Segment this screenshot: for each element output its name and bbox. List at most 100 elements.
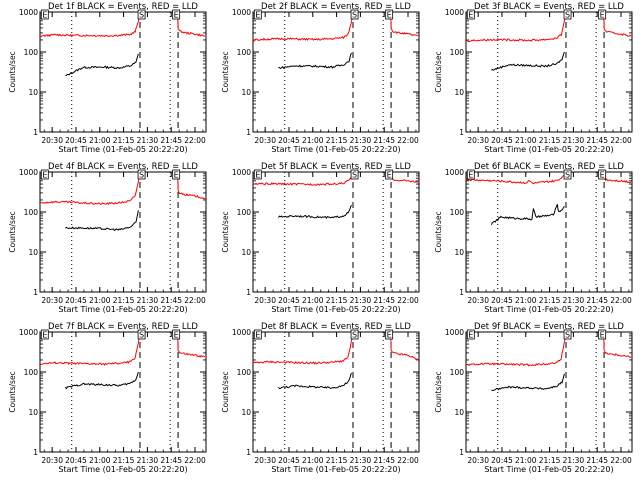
- y-tick-label: 1: [33, 288, 38, 297]
- x-tick-label: 22:00: [610, 296, 632, 305]
- x-tick-label: 21:30: [350, 136, 372, 145]
- detector-panel-9: Det 9f BLACK = Events, RED = LLD 1 10 100 10…: [426, 320, 639, 480]
- x-tick-label: 20:30: [41, 456, 63, 465]
- marker-box: [137, 169, 146, 180]
- x-tick-label: 21:45: [373, 136, 395, 145]
- detector-panel-5: Det 5f BLACK = Events, RED = LLD 1 10 100 10…: [213, 160, 426, 320]
- x-tick-label: 21:45: [373, 456, 395, 465]
- marker-label: E: [387, 171, 392, 180]
- y-tick-label: 10: [28, 88, 38, 97]
- marker-label: E: [600, 11, 605, 20]
- y-tick-label: 1: [246, 128, 251, 137]
- marker-label: E: [255, 11, 260, 20]
- x-tick-label: 21:45: [160, 456, 182, 465]
- x-tick-label: 21:00: [515, 136, 537, 145]
- marker-box: [172, 169, 181, 180]
- y-tick-label: 100: [24, 368, 39, 377]
- y-axis-label: Counts/sec: [221, 211, 230, 252]
- lightcurve-chart: Det 4f BLACK = Events, RED = LLD 1 10 100 10…: [8, 162, 207, 314]
- lightcurve-chart: Det 2f BLACK = Events, RED = LLD 1 10 100 10…: [221, 2, 420, 154]
- lld-series-line: [177, 171, 206, 200]
- x-tick-label: 21:00: [89, 456, 111, 465]
- x-tick-label: 21:00: [89, 296, 111, 305]
- y-tick-label: 100: [237, 48, 252, 57]
- marker-box: [385, 169, 394, 180]
- y-tick-label: 10: [454, 248, 464, 257]
- y-tick-label: 10: [454, 88, 464, 97]
- marker-box: [350, 9, 359, 20]
- lld-series-line: [465, 331, 567, 367]
- lld-series-line: [390, 11, 419, 37]
- marker-box: [466, 169, 475, 180]
- marker-box: [350, 329, 359, 340]
- x-tick-label: 20:30: [254, 296, 276, 305]
- detector-panel-8: Det 8f BLACK = Events, RED = LLD 1 10 100 10…: [213, 320, 426, 480]
- y-tick-label: 1000: [445, 168, 464, 177]
- marker-label: E: [255, 171, 260, 180]
- y-tick-label: 1000: [19, 168, 38, 177]
- x-tick-label: 22:00: [610, 136, 632, 145]
- marker-label: E: [468, 171, 473, 180]
- x-tick-label: 22:00: [610, 456, 632, 465]
- y-tick-label: 1: [459, 128, 464, 137]
- y-tick-label: 1000: [19, 8, 38, 17]
- x-tick-label: 20:45: [278, 456, 300, 465]
- y-tick-label: 1: [459, 448, 464, 457]
- events-series-line: [65, 53, 139, 77]
- lld-series-line: [177, 331, 206, 358]
- marker-box: [563, 169, 572, 180]
- x-tick-label: 21:30: [137, 456, 159, 465]
- y-tick-label: 1: [246, 288, 251, 297]
- plot-frame: [39, 11, 207, 133]
- lld-series-line: [252, 11, 354, 42]
- marker-label: E: [42, 171, 47, 180]
- lld-series-line: [39, 331, 141, 366]
- y-tick-label: 10: [241, 408, 251, 417]
- x-tick-label: 20:30: [467, 456, 489, 465]
- lld-series-line: [465, 11, 567, 43]
- x-tick-label: 21:45: [373, 296, 395, 305]
- x-tick-label: 20:30: [254, 456, 276, 465]
- events-series-line: [490, 203, 565, 225]
- lightcurve-chart: Det 9f BLACK = Events, RED = LLD 1 10 100 10…: [434, 322, 633, 474]
- x-tick-label: 20:45: [278, 296, 300, 305]
- y-axis-label: Counts/sec: [8, 211, 17, 252]
- marker-label: E: [174, 331, 179, 340]
- marker-box: [137, 329, 146, 340]
- y-tick-label: 10: [241, 248, 251, 257]
- y-tick-label: 100: [450, 208, 465, 217]
- x-tick-label: 21:00: [515, 296, 537, 305]
- lld-series-line: [603, 331, 632, 359]
- x-axis-label: Start Time (01-Feb-05 20:22:20): [58, 145, 187, 154]
- y-axis-label: Counts/sec: [221, 371, 230, 412]
- x-tick-label: 22:00: [184, 136, 206, 145]
- events-series-line: [64, 371, 139, 390]
- marker-box: [137, 9, 146, 20]
- marker-label: E: [174, 11, 179, 20]
- x-tick-label: 21:30: [350, 296, 372, 305]
- x-tick-label: 22:00: [397, 296, 419, 305]
- marker-box: [172, 329, 181, 340]
- plot-frame: [39, 331, 207, 453]
- marker-box: [598, 9, 607, 20]
- y-tick-label: 100: [450, 368, 465, 377]
- y-tick-label: 100: [237, 208, 252, 217]
- x-tick-label: 21:30: [137, 136, 159, 145]
- y-tick-label: 10: [28, 408, 38, 417]
- x-tick-label: 21:15: [113, 136, 135, 145]
- detector-panel-1: Det 1f BLACK = Events, RED = LLD 1 10 100 10…: [0, 0, 213, 160]
- x-tick-label: 20:45: [65, 456, 87, 465]
- x-tick-label: 20:30: [41, 296, 63, 305]
- marker-label: E: [387, 331, 392, 340]
- x-tick-label: 21:15: [113, 456, 135, 465]
- y-tick-label: 1000: [232, 8, 251, 17]
- y-tick-label: 1: [459, 288, 464, 297]
- y-tick-label: 10: [454, 408, 464, 417]
- marker-box: [598, 329, 607, 340]
- x-tick-label: 21:15: [539, 456, 561, 465]
- marker-label: E: [174, 171, 179, 180]
- x-tick-label: 21:45: [160, 136, 182, 145]
- marker-label: S: [352, 171, 357, 180]
- y-tick-label: 1000: [445, 328, 464, 337]
